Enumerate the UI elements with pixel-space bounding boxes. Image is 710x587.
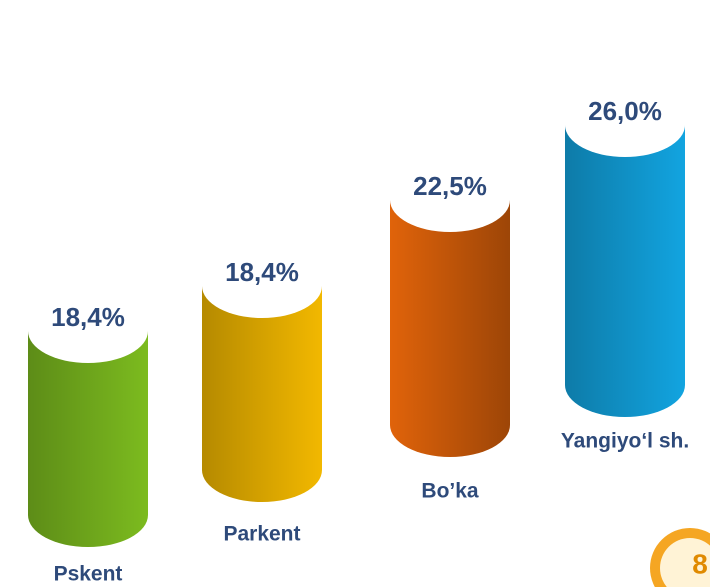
bar-shade <box>390 200 510 457</box>
value-label: 18,4% <box>51 302 125 332</box>
bar-shade <box>28 331 148 547</box>
value-label: 18,4% <box>225 257 299 287</box>
bar-shade <box>565 125 685 417</box>
badge-text: 8 <box>692 548 708 579</box>
bar-cap <box>28 299 148 363</box>
category-label: Parkent <box>223 523 300 546</box>
bar-shade <box>202 286 322 502</box>
bar-cap <box>390 168 510 232</box>
bar-cap <box>202 254 322 318</box>
value-label: 26,0% <box>588 96 662 126</box>
value-label: 22,5% <box>413 171 487 201</box>
badge: 8 <box>650 528 710 587</box>
category-label: Bo’ka <box>421 480 479 503</box>
bar-cap <box>565 93 685 157</box>
category-label: Yangiyo‘l sh. <box>561 430 689 453</box>
badge-center <box>660 538 710 587</box>
category-label: Pskent <box>54 563 123 586</box>
